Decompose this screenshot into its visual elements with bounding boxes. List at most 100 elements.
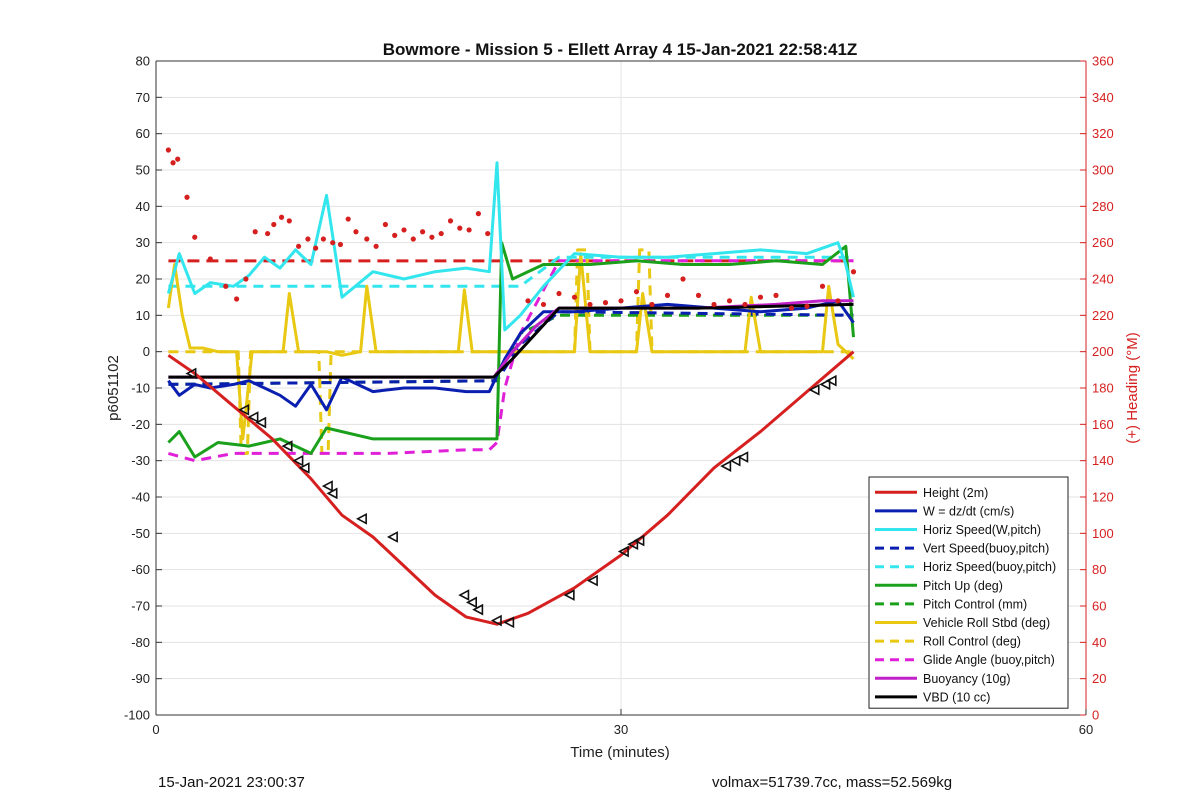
y2-tick-label: 300 [1092, 163, 1114, 178]
heading-point [410, 236, 416, 242]
heading-point [742, 301, 748, 308]
heading-point [420, 229, 426, 235]
y-tick-label: 30 [136, 235, 150, 250]
y-tick-label: 0 [143, 344, 150, 359]
heading-point [695, 292, 702, 298]
heading-point [556, 290, 562, 297]
heading-point [320, 236, 326, 242]
series-line-glide [168, 259, 854, 463]
dive-marker [386, 531, 398, 543]
dive-marker [281, 440, 293, 452]
y2-tick-label: 340 [1092, 90, 1114, 105]
legend-label-roll_control: Roll Control (deg) [923, 635, 1021, 649]
dive-marker [458, 589, 470, 601]
heading-point [850, 269, 857, 275]
y-tick-label: -60 [131, 562, 150, 577]
heading-point [438, 230, 444, 237]
heading-point [540, 301, 547, 308]
series-line-pitch_up [167, 241, 855, 459]
heading-point [207, 256, 213, 262]
heading-point [757, 294, 764, 300]
heading-point [475, 211, 481, 217]
legend-label-pitch_up: Pitch Up (deg) [923, 579, 1003, 593]
dive-marker [465, 596, 478, 609]
legend-label-w: W = dz/dt (cm/s) [923, 504, 1014, 518]
y2-tick-label: 200 [1092, 344, 1114, 359]
heading-point [804, 303, 810, 309]
heading-point [835, 298, 841, 304]
heading-point [170, 160, 176, 166]
heading-point [819, 283, 826, 289]
footer-timestamp: 15-Jan-2021 23:00:37 [158, 774, 305, 791]
y2-tick-label: 280 [1092, 199, 1114, 214]
series-line-w [167, 299, 855, 412]
dive-marker [729, 454, 741, 467]
y-tick-label: -40 [131, 490, 150, 505]
y-tick-label: -90 [131, 671, 150, 686]
series-line-vbd [168, 302, 854, 379]
y-tick-label: -70 [131, 599, 150, 614]
heading-point [243, 276, 249, 282]
heading-point [364, 236, 370, 242]
x-tick-label: 60 [1079, 722, 1093, 737]
legend-label-vbd: VBD (10 cc) [923, 690, 990, 704]
heading-point [457, 225, 463, 231]
heading-point [773, 292, 779, 298]
legend: Height (2m) W = dz/dt (cm/s) Horiz Speed(W… [868, 476, 1069, 709]
heading-point [602, 300, 609, 306]
heading-point [265, 230, 271, 237]
heading-point [392, 232, 398, 238]
dive-marker [355, 512, 367, 525]
y2-tick-label: 180 [1092, 381, 1114, 396]
series-line-height [167, 350, 855, 626]
heading-point [278, 214, 285, 220]
y2-tick-label: 220 [1092, 308, 1114, 323]
footer-volume-mass: volmax=51739.7cc, mass=52.569kg [712, 774, 953, 791]
dive-marker [321, 480, 333, 492]
heading-point [571, 294, 578, 300]
dive-marker [627, 538, 639, 551]
y2-tick-label: 320 [1092, 126, 1114, 141]
dive-marker [238, 403, 250, 416]
heading-point [726, 298, 733, 304]
axes: -100-90-80-70-60-50-40-30-20-10010203040… [124, 54, 1114, 738]
chart-title: Bowmore - Mission 5 - Ellett Array 4 15-… [383, 40, 858, 59]
y2-tick-label: 260 [1092, 235, 1114, 250]
heading-point [618, 298, 624, 304]
heading-point [252, 229, 258, 235]
y-tick-label: 50 [136, 163, 150, 178]
heading-point [680, 276, 686, 282]
heading-point [649, 301, 655, 308]
heading-point [175, 156, 181, 162]
y-tick-label: 10 [136, 308, 150, 323]
legend-label-vert_buoy: Vert Speed(buoy,pitch) [923, 542, 1049, 556]
y2-tick-label: 0 [1092, 708, 1099, 723]
y2-tick-label: 20 [1092, 671, 1106, 686]
heading-point [664, 292, 671, 298]
y-tick-label: 40 [136, 199, 150, 214]
heading-point [313, 245, 319, 251]
heading-point [633, 289, 640, 295]
legend-label-pitch_control: Pitch Control (mm) [923, 597, 1027, 611]
heading-point [353, 229, 359, 235]
heading-point [234, 296, 240, 302]
legend-label-roll: Vehicle Roll Stbd (deg) [923, 616, 1050, 630]
dive-marker [490, 614, 502, 627]
y-tick-label: -50 [131, 526, 150, 541]
y-axis-label: p6051102 [105, 355, 122, 421]
x-tick-label: 30 [614, 722, 628, 737]
y-tick-label: -100 [124, 708, 150, 723]
dive-marker [819, 378, 831, 391]
y2-tick-label: 360 [1092, 54, 1114, 69]
dive-marker [825, 374, 837, 387]
heading-point [466, 227, 472, 233]
dive-marker [503, 616, 515, 629]
heading-point [184, 194, 190, 200]
legend-box [868, 476, 1069, 709]
y2-tick-label: 60 [1092, 599, 1106, 614]
heading-point [223, 283, 229, 289]
dive-marker [298, 462, 310, 474]
y-tick-label: 20 [136, 272, 150, 287]
y-tick-label: 80 [136, 54, 150, 69]
